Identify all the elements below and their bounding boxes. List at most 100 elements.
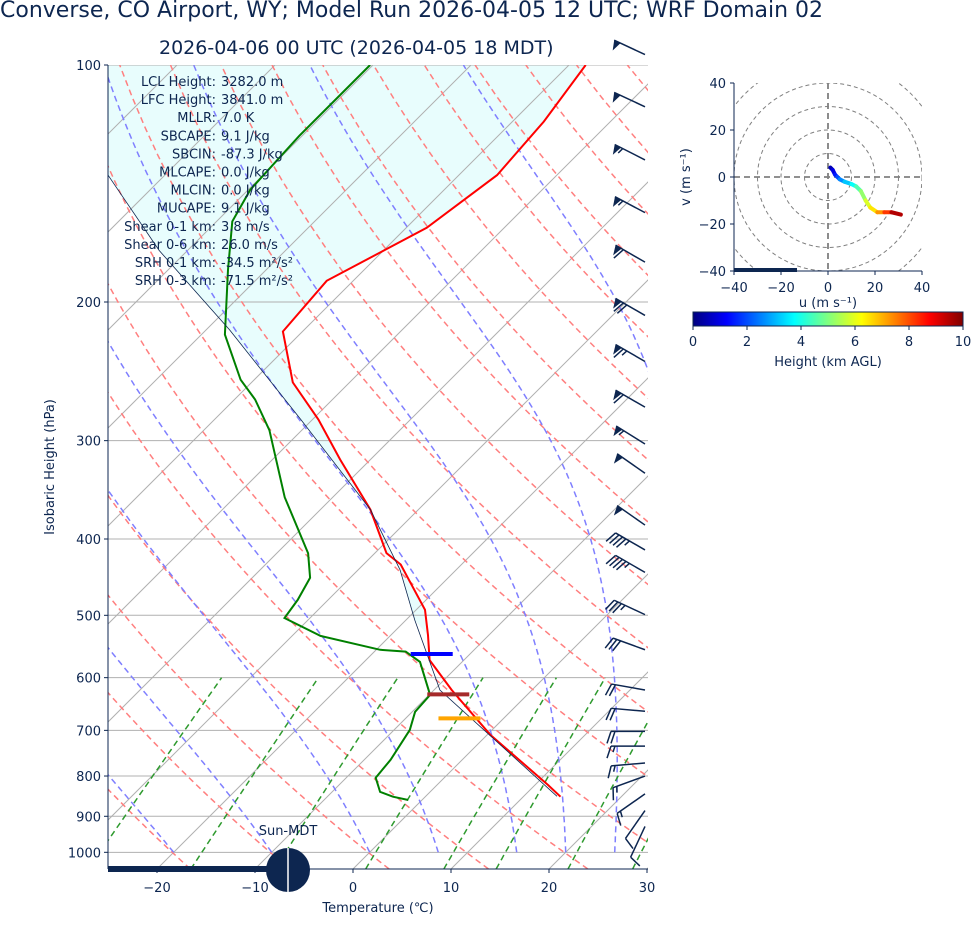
dry-adiabat bbox=[525, 65, 648, 215]
dry-adiabat bbox=[780, 65, 972, 869]
barb-full bbox=[608, 684, 617, 697]
barb-half bbox=[624, 540, 630, 546]
hodograph-x-tick-label: 0 bbox=[824, 281, 832, 296]
barb-full bbox=[613, 302, 624, 312]
dry-adiabat bbox=[108, 788, 191, 869]
wind-barb bbox=[606, 745, 645, 759]
barb-full bbox=[605, 708, 612, 721]
stat-value: 3282.0 m bbox=[221, 75, 283, 90]
isotherm bbox=[108, 181, 648, 723]
barb-staff bbox=[615, 425, 646, 445]
isotherm bbox=[108, 83, 648, 625]
mixing-ratio-line bbox=[443, 677, 558, 869]
y-tick-label: 100 bbox=[76, 59, 101, 74]
stat-value: 9.1 J/kg bbox=[221, 202, 270, 217]
barb-staff bbox=[615, 554, 646, 574]
wind-barb bbox=[612, 143, 646, 161]
stat-value: 0.0 J/kg bbox=[221, 184, 270, 199]
stat-value: -87.3 J/kg bbox=[221, 147, 283, 162]
x-tick-label: 0 bbox=[349, 881, 357, 896]
dry-adiabat bbox=[108, 593, 390, 869]
barb-half bbox=[617, 148, 624, 154]
barb-full bbox=[606, 745, 612, 759]
stat-value: -34.5 m²/s² bbox=[221, 256, 293, 271]
wind-barb bbox=[612, 775, 646, 801]
barb-full bbox=[615, 538, 627, 548]
x-tick-label: −10 bbox=[241, 881, 268, 896]
stat-value: 7.0 K bbox=[221, 111, 255, 126]
barb-staff bbox=[629, 826, 646, 858]
isotherm bbox=[108, 65, 374, 331]
wind-barb bbox=[605, 707, 646, 721]
barb-pennant bbox=[612, 40, 621, 51]
isotherm bbox=[108, 65, 276, 233]
barb-half bbox=[617, 200, 624, 206]
colorbar bbox=[692, 311, 964, 327]
moist-adiabat bbox=[309, 65, 618, 853]
wind-barb bbox=[606, 730, 645, 744]
daylight-bar bbox=[108, 866, 268, 872]
hodograph-y-tick-label: 40 bbox=[709, 77, 726, 92]
barb-staff bbox=[614, 196, 646, 214]
chart-subtitle: 2026-04-06 00 UTC (2026-04-05 18 MDT) bbox=[159, 37, 554, 59]
mixing-ratio-line bbox=[632, 837, 648, 869]
moist-adiabat bbox=[108, 75, 518, 853]
hodograph-plot-area bbox=[734, 83, 922, 271]
hodograph-bar bbox=[734, 268, 797, 272]
barb-full bbox=[609, 556, 620, 567]
barb-pennant bbox=[613, 344, 622, 355]
wind-barb bbox=[613, 389, 646, 408]
y-tick-label: 200 bbox=[76, 296, 101, 311]
barb-staff bbox=[613, 599, 646, 616]
stat-label: Shear 0-6 km: bbox=[124, 238, 216, 253]
barb-full bbox=[608, 601, 619, 612]
moist-adiabat bbox=[108, 488, 371, 853]
barb-half bbox=[621, 350, 628, 356]
barb-full bbox=[607, 765, 612, 779]
barb-staff bbox=[611, 707, 646, 713]
wind-barb bbox=[616, 793, 646, 826]
moist-adiabat bbox=[108, 340, 440, 853]
barb-full bbox=[612, 536, 623, 546]
wind-barb bbox=[613, 504, 646, 526]
isotherm bbox=[0, 0, 77, 869]
y-tick-label: 800 bbox=[76, 770, 101, 785]
y-tick-label: 900 bbox=[76, 810, 101, 825]
stat-label: SBCIN: bbox=[172, 147, 216, 162]
stat-label: SRH 0-1 km: bbox=[135, 256, 216, 271]
barb-full bbox=[605, 554, 617, 565]
stat-label: MLLR: bbox=[177, 111, 216, 126]
colorbar-tick-label: 10 bbox=[955, 335, 972, 350]
dry-adiabat bbox=[108, 494, 489, 869]
barb-full bbox=[612, 640, 622, 652]
hodograph-segment bbox=[889, 210, 903, 217]
wind-barb bbox=[613, 244, 646, 263]
barb-full bbox=[604, 599, 615, 610]
barb-full bbox=[630, 856, 641, 867]
skew-t-axes: 100 200 300 400 500 600 700 800 900 1000 −20 −10 0 10… bbox=[43, 39, 655, 916]
moist-adiabat bbox=[0, 65, 76, 852]
stat-value: 26.0 m/s bbox=[221, 238, 278, 253]
barb-full bbox=[604, 683, 613, 696]
barb-pennant bbox=[613, 298, 622, 309]
barb-full bbox=[609, 708, 616, 721]
x-axis-label: Temperature (℃) bbox=[321, 901, 433, 916]
stat-value: 3841.0 m bbox=[221, 93, 283, 108]
isotherm bbox=[352, 573, 648, 869]
hodograph-y-tick-label: 0 bbox=[718, 171, 726, 186]
wind-barb bbox=[613, 343, 646, 363]
hodograph-x-tick-label: 20 bbox=[867, 281, 884, 296]
barb-staff bbox=[615, 297, 646, 317]
dry-adiabat bbox=[108, 691, 291, 869]
stat-label: MLCIN: bbox=[171, 184, 216, 199]
barb-staff bbox=[616, 453, 646, 474]
hodograph-x-tick-label: −40 bbox=[720, 281, 747, 296]
colorbar-tick-label: 8 bbox=[905, 335, 913, 350]
barb-staff bbox=[613, 91, 646, 108]
wind-barb bbox=[629, 826, 646, 867]
y-axis-label: Isobaric Height (hPa) bbox=[43, 399, 58, 535]
wind-barb bbox=[612, 39, 646, 56]
barb-pennant bbox=[613, 245, 622, 256]
